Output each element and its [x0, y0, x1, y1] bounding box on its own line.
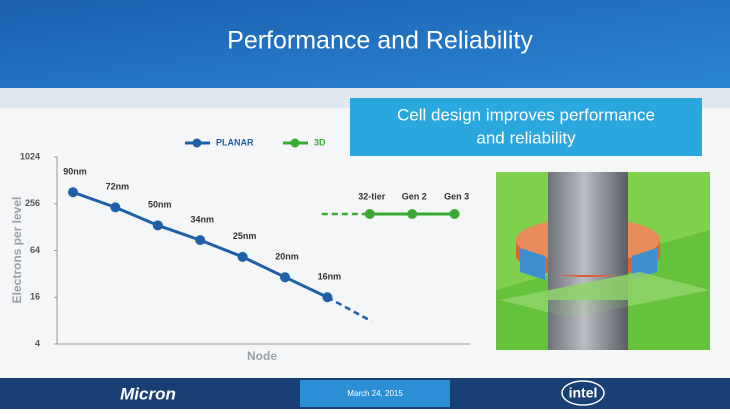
y-tick-label: 4 [35, 338, 40, 348]
y-axis-label: Electrons per level [10, 197, 24, 304]
footer-date: March 24, 2015 [347, 389, 403, 398]
cell-illustration [496, 172, 710, 350]
point-label: Gen 2 [402, 191, 427, 201]
legend-label: 3D [314, 137, 326, 147]
projection-dash [326, 296, 372, 323]
y-tick-label: 64 [30, 245, 40, 255]
point [280, 272, 290, 283]
x-axis-label: Node [247, 349, 277, 363]
point [237, 251, 248, 262]
point [407, 208, 418, 219]
y-tick-label: 16 [30, 292, 40, 302]
intel-logo: intel [569, 385, 598, 401]
point [68, 187, 78, 198]
point-label: 34nm [190, 215, 214, 225]
micron-logo: Micron [120, 384, 176, 403]
y-tick-label: 1024 [20, 151, 40, 161]
point-label: 32-tier [358, 191, 386, 201]
callout-box [350, 98, 702, 156]
point [110, 202, 121, 213]
point [322, 292, 333, 303]
point [364, 208, 375, 219]
legend-marker [192, 138, 202, 148]
callout-line: Cell design improves performance [397, 105, 655, 124]
point-label: 25nm [233, 231, 257, 241]
point-label: 16nm [318, 272, 342, 282]
point-label: 50nm [148, 200, 172, 210]
point-label: 90nm [63, 167, 87, 177]
point-label: 72nm [106, 182, 130, 192]
point [152, 220, 163, 231]
y-tick-label: 256 [25, 198, 40, 208]
legend-marker [290, 138, 300, 148]
intel-logo-ring [561, 380, 605, 406]
slide-title: Performance and Reliability [227, 27, 533, 55]
header-band [0, 0, 730, 88]
callout-line: and reliability [476, 128, 576, 147]
footer-date-box [300, 380, 450, 407]
point-label: Gen 3 [444, 191, 469, 201]
point [449, 208, 460, 219]
point-label: 20nm [275, 252, 299, 262]
point [195, 235, 206, 246]
legend-label: PLANAR [216, 137, 254, 147]
